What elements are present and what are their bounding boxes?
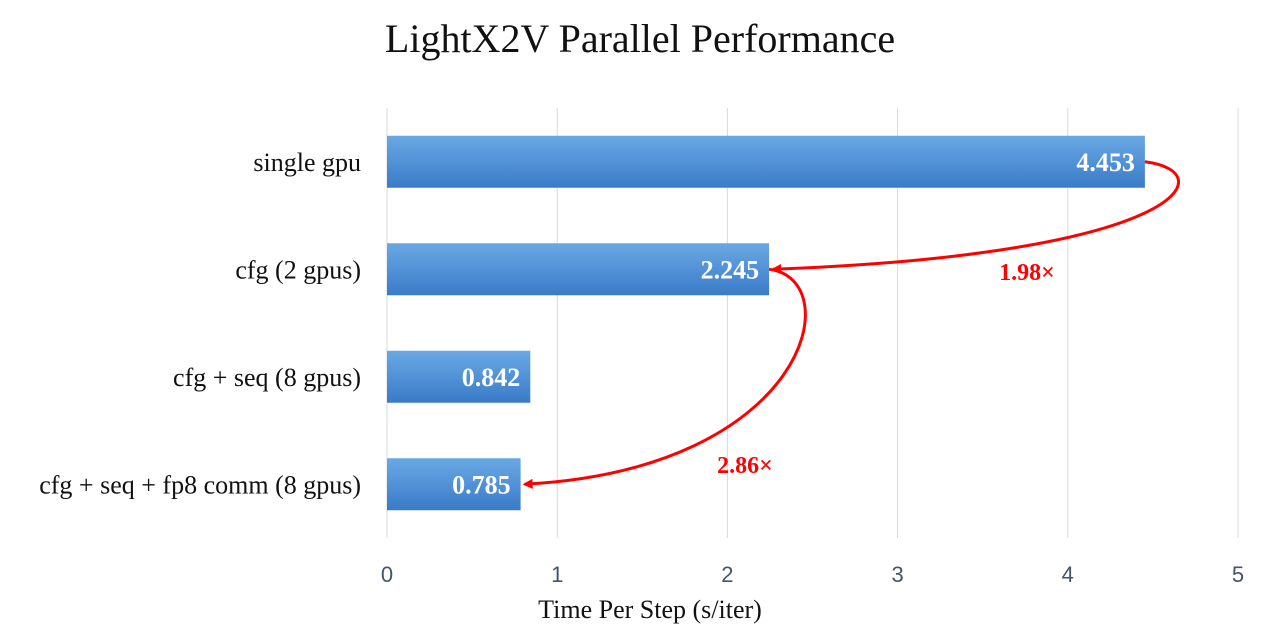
speedup-arrow-0: [771, 160, 1180, 274]
category-label: cfg + seq + fp8 comm (8 gpus): [39, 470, 361, 499]
speedup-annotations: 1.98× 2.86×: [522, 160, 1180, 489]
x-tick-labels: 0 1 2 3 4 5: [381, 562, 1244, 587]
bar-3: [387, 458, 521, 511]
data-label: 2.245: [701, 255, 760, 284]
speedup-label-1: 2.86×: [717, 453, 773, 479]
category-label: single gpu: [253, 148, 361, 177]
data-labels: 4.453 2.245 0.842 0.785: [452, 148, 1135, 500]
data-label: 0.842: [462, 363, 521, 392]
x-tick-label: 5: [1232, 562, 1244, 587]
bars: [387, 135, 1145, 511]
category-label: cfg (2 gpus): [235, 255, 361, 284]
x-tick-label: 3: [891, 562, 903, 587]
speedup-label-0: 1.98×: [999, 260, 1055, 286]
category-labels: single gpu cfg (2 gpus) cfg + seq (8 gpus)…: [39, 148, 361, 500]
bar-2: [387, 350, 531, 403]
x-tick-label: 1: [551, 562, 563, 587]
data-label: 0.785: [452, 470, 511, 499]
speedup-arrow-1: [522, 267, 807, 489]
chart-title: LightX2V Parallel Performance: [385, 16, 895, 61]
bar-0: [387, 135, 1145, 188]
data-label: 4.453: [1076, 148, 1135, 177]
x-tick-label: 0: [381, 562, 393, 587]
x-axis-title: Time Per Step (s/iter): [538, 595, 762, 624]
category-label: cfg + seq (8 gpus): [173, 363, 361, 392]
x-tick-label: 2: [721, 562, 733, 587]
x-tick-label: 4: [1062, 562, 1074, 587]
bar-1: [387, 243, 770, 296]
